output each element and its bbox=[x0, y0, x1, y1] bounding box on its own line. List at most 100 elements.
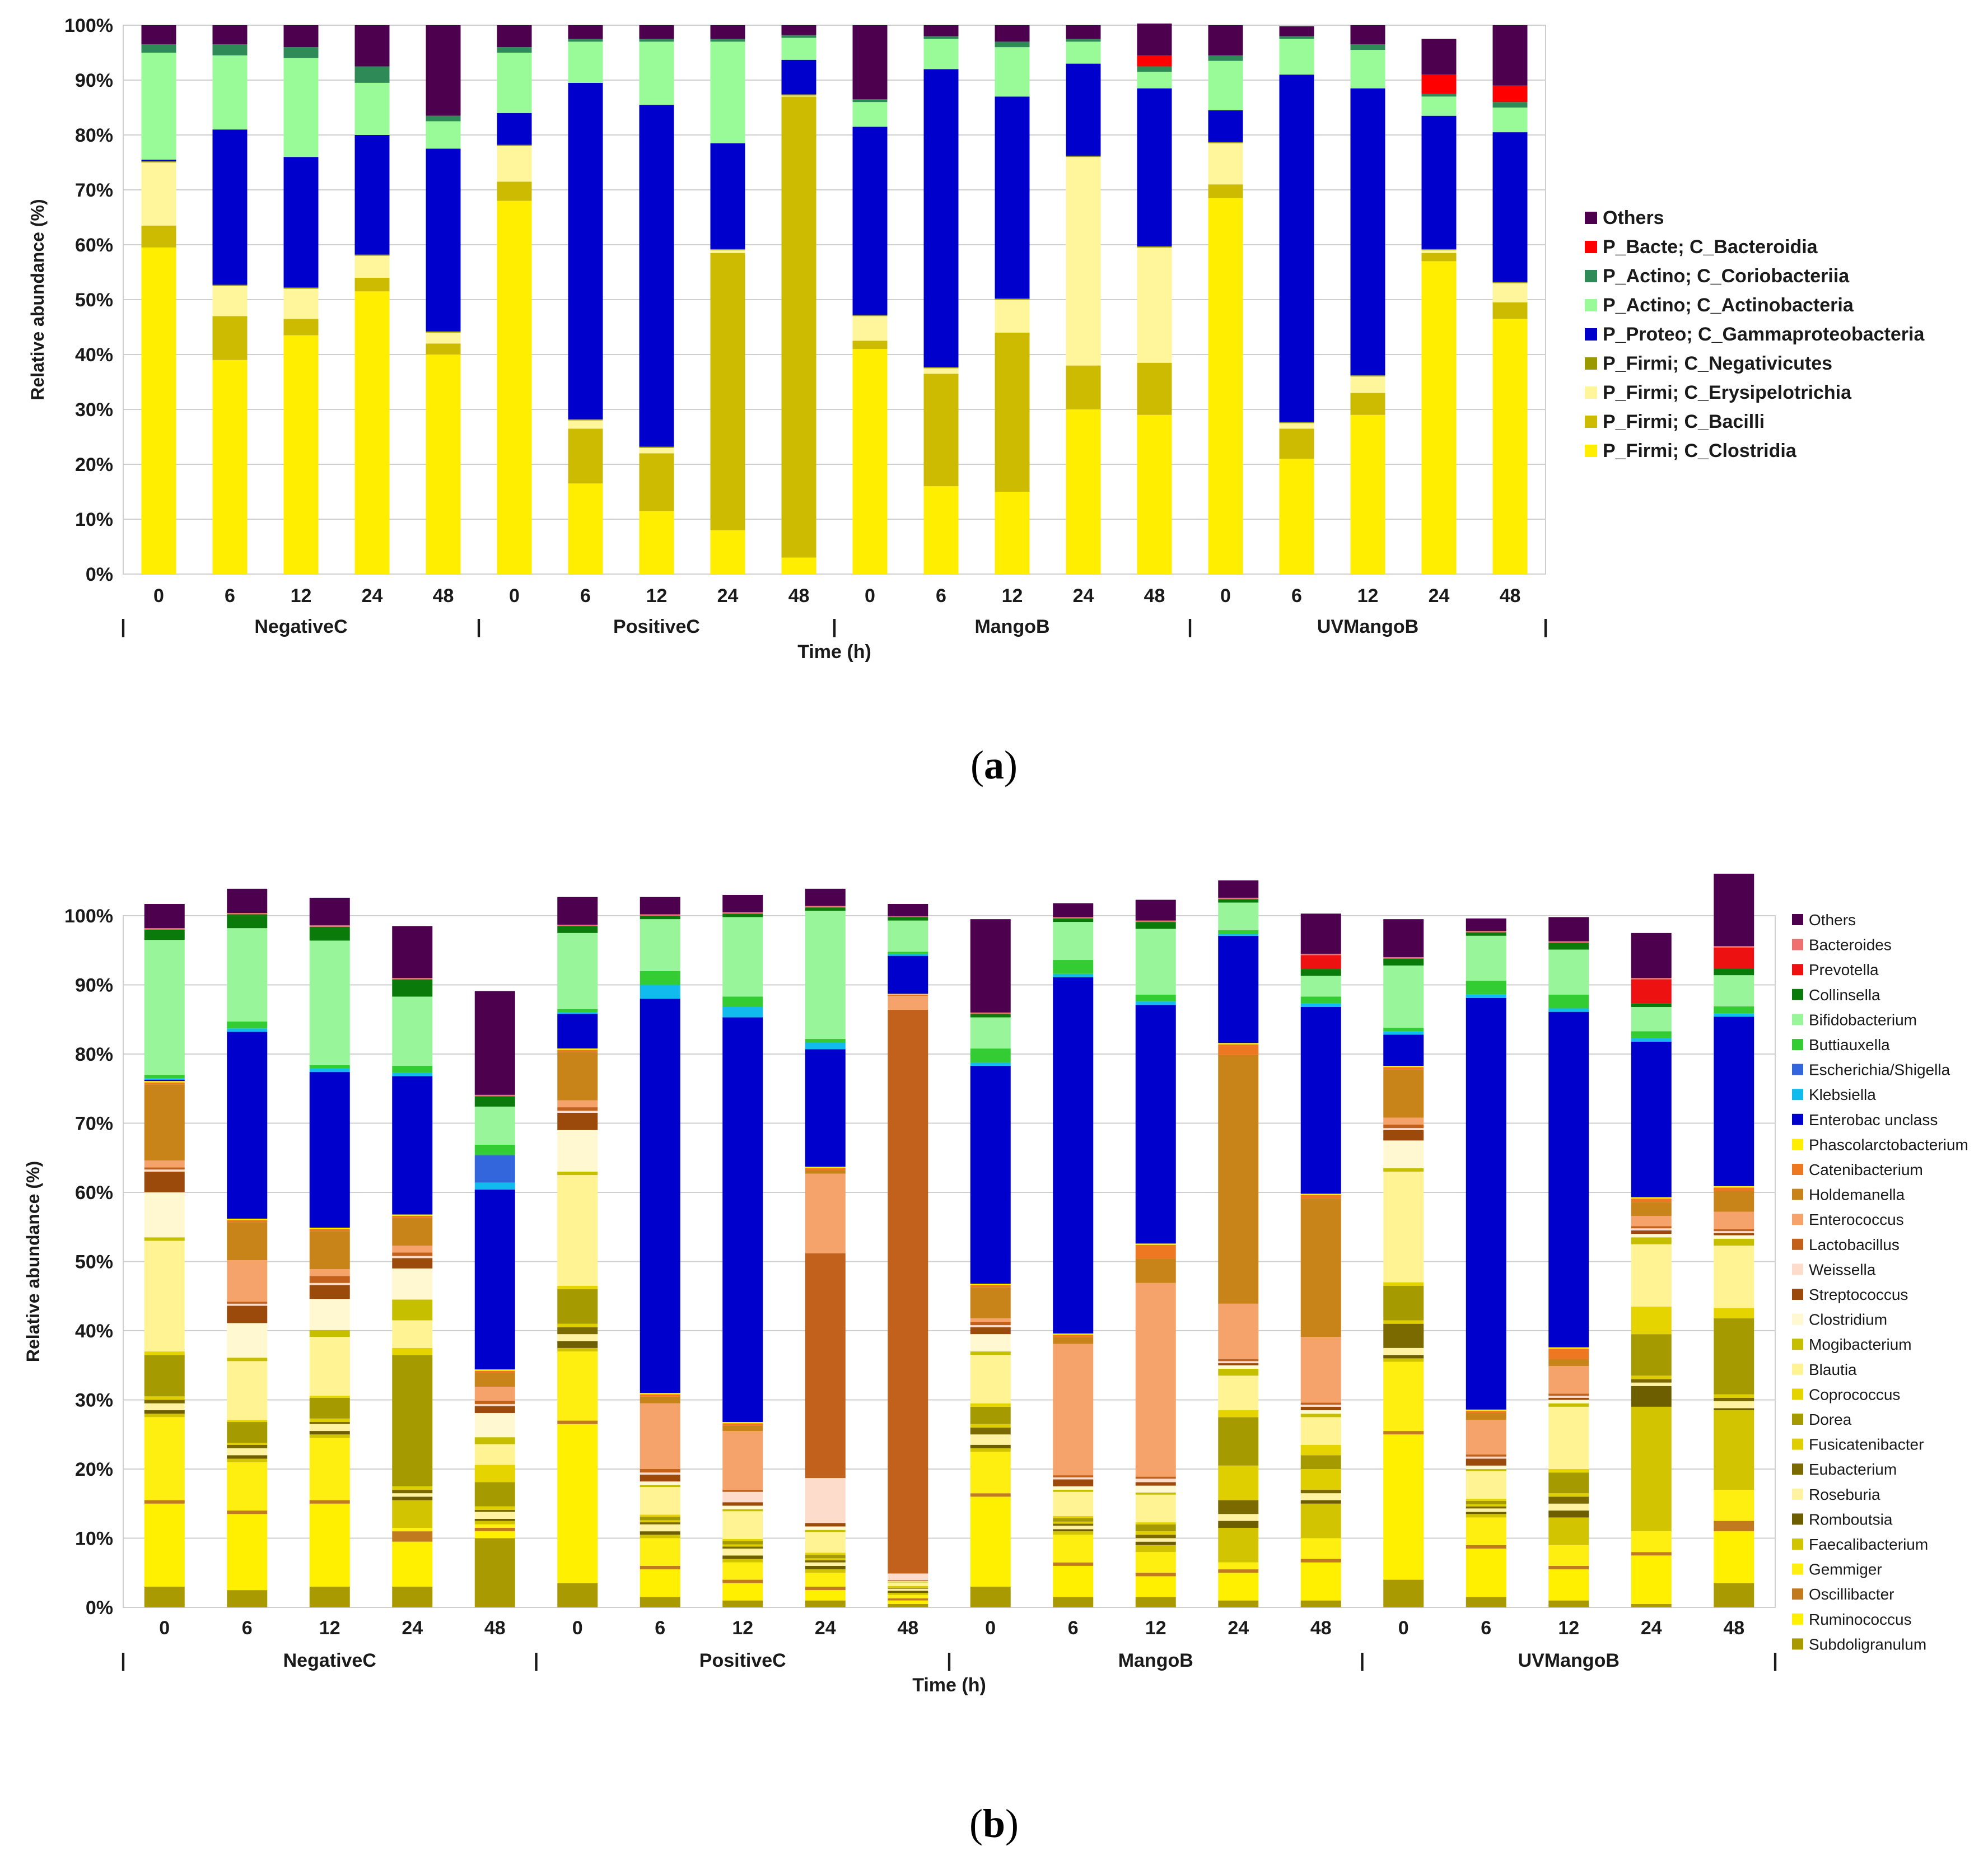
x-tick-label: 24 bbox=[1641, 1617, 1662, 1639]
legend-swatch bbox=[1792, 1313, 1803, 1325]
x-tick-label: 24 bbox=[815, 1617, 836, 1639]
bar-segment-others bbox=[1492, 25, 1528, 86]
bar-segment-bacteroides bbox=[1218, 897, 1259, 899]
bar-segment-phascolarctobacterium bbox=[1135, 1243, 1176, 1245]
legend-label: Others bbox=[1603, 207, 1664, 229]
bar-segment-faecalibacterium bbox=[805, 1569, 846, 1573]
bar-segment-bacteroides bbox=[1300, 953, 1341, 955]
bar-segment-mogibacterium bbox=[144, 1237, 185, 1241]
bar-segment-others bbox=[1135, 899, 1176, 921]
bar-segment-oscillibacter bbox=[1548, 1565, 1589, 1570]
bar-segment-enterococcus bbox=[888, 996, 928, 1010]
bar-segment-phascolarctobacterium bbox=[640, 1393, 680, 1395]
bar-segment-eubacterium bbox=[805, 1560, 846, 1563]
bar-segment-ruminococcus bbox=[1466, 1549, 1506, 1597]
bar-segment-subdoligranulum bbox=[1218, 1600, 1259, 1607]
bar-segment-p-firmi-c-bacilli bbox=[1279, 428, 1314, 459]
bar-segment-p-proteo-c-gammaproteobacteria bbox=[212, 129, 248, 285]
bar-segment-romboutsia bbox=[888, 1591, 928, 1593]
group-separator: | bbox=[476, 616, 482, 637]
bar-segment-p-actino-c-actinobacteria bbox=[710, 41, 745, 143]
bar-segment-others bbox=[1421, 39, 1457, 75]
bar-segment-gemmiger bbox=[722, 1562, 763, 1580]
bar-segment-p-actino-c-actinobacteria bbox=[354, 82, 390, 135]
bar-segment-coprococcus bbox=[1135, 1522, 1176, 1524]
bar-stack bbox=[474, 991, 515, 1607]
bar-segment-clostridium bbox=[557, 1130, 598, 1172]
bar-segment-eubacterium bbox=[640, 1522, 680, 1524]
bar-segment-coprococcus bbox=[474, 1465, 515, 1482]
bar-segment-streptococcus bbox=[722, 1502, 763, 1506]
bar-segment-streptococcus bbox=[557, 1112, 598, 1130]
bar-segment-subdoligranulum bbox=[805, 1600, 846, 1607]
bar-segment-ruminococcus bbox=[805, 1590, 846, 1601]
bar-segment-fusicatenibacter bbox=[1300, 1469, 1341, 1490]
bar-segment-fusicatenibacter bbox=[888, 1587, 928, 1588]
legend-item: Subdoligranulum bbox=[1792, 1635, 1926, 1653]
bar-segment-clostridium bbox=[805, 1526, 846, 1530]
bar-segment-phascolarctobacterium bbox=[1218, 1043, 1259, 1045]
bar-segment-faecalibacterium bbox=[227, 1458, 268, 1462]
bar-segment-p-actino-c-coriobacteriia bbox=[141, 44, 176, 53]
bar-segment-bifidobacterium bbox=[1300, 976, 1341, 997]
bar-segment-others bbox=[1548, 917, 1589, 941]
bar-segment-enterobac-unclass bbox=[392, 1076, 433, 1215]
x-tick-label: 0 bbox=[572, 1617, 583, 1639]
bar-segment-p-proteo-c-gammaproteobacteria bbox=[497, 113, 532, 145]
bar-segment-buttiauxella bbox=[1300, 996, 1341, 1004]
bar-segment-bacteroides bbox=[1383, 957, 1424, 959]
bar-stack bbox=[1218, 880, 1259, 1607]
bar-segment-fusicatenibacter bbox=[1714, 1394, 1754, 1398]
bar-segment-others bbox=[781, 25, 816, 35]
bar-segment-p-firmi-c-clostridia bbox=[354, 291, 390, 574]
bar-segment-romboutsia bbox=[392, 1496, 433, 1500]
bar-segment-eubacterium bbox=[392, 1490, 433, 1494]
legend-label: Gemmiger bbox=[1809, 1561, 1882, 1578]
bar-segment-streptococcus bbox=[1714, 1233, 1754, 1235]
bar-segment-lactobacillus bbox=[1053, 1475, 1094, 1477]
bar-segment-lactobacillus bbox=[1300, 1402, 1341, 1405]
bar-segment-dorea bbox=[1631, 1334, 1672, 1376]
bar-segment-lactobacillus bbox=[1714, 1229, 1754, 1232]
x-tick-label: 6 bbox=[655, 1617, 665, 1639]
bar-segment-oscillibacter bbox=[1631, 1552, 1672, 1556]
bar-segment-gemmiger bbox=[557, 1351, 598, 1421]
legend-swatch bbox=[1792, 1363, 1803, 1375]
bar-segment-gemmiger bbox=[392, 1527, 433, 1532]
bar-segment-escherichia-shigella bbox=[474, 1155, 515, 1183]
legend-item: Bifidobacterium bbox=[1792, 1011, 1917, 1028]
bar-segment-holdemanella bbox=[557, 1052, 598, 1101]
bar-segment-subdoligranulum bbox=[970, 1586, 1011, 1607]
bar-segment-clostridium bbox=[1548, 1400, 1589, 1404]
bar-segment-subdoligranulum bbox=[722, 1600, 763, 1607]
bar-segment-p-actino-c-actinobacteria bbox=[781, 38, 816, 60]
legend-item: Escherichia/Shigella bbox=[1792, 1061, 1950, 1079]
bar-segment-bifidobacterium bbox=[1053, 922, 1094, 961]
bar-segment-p-firmi-c-erysipelotrichia bbox=[1137, 247, 1172, 363]
bar-segment-subdoligranulum bbox=[1466, 1597, 1506, 1607]
bar-segment-others bbox=[639, 25, 674, 39]
bar-segment-p-firmi-c-bacilli bbox=[354, 277, 390, 292]
x-tick-label: 24 bbox=[717, 585, 739, 607]
bar-stack bbox=[1279, 26, 1314, 574]
bar-segment-p-proteo-c-gammaproteobacteria bbox=[1066, 63, 1101, 156]
x-tick-label: 6 bbox=[580, 585, 591, 607]
bar-segment-p-firmi-c-negativicutes bbox=[1421, 249, 1457, 250]
y-tick-label: 80% bbox=[75, 1044, 113, 1065]
bar-segment-fusicatenibacter bbox=[1548, 1493, 1589, 1497]
x-tick-label: 12 bbox=[732, 1617, 753, 1639]
bar-segment-ruminococcus bbox=[1714, 1531, 1754, 1583]
legend-swatch bbox=[1792, 1513, 1803, 1525]
bar-segment-others bbox=[805, 888, 846, 906]
bar-segment-klebsiella bbox=[722, 1007, 763, 1018]
group-label: NegativeC bbox=[254, 616, 347, 637]
bar-segment-p-actino-c-coriobacteriia bbox=[1279, 36, 1314, 39]
group-separator: | bbox=[946, 1650, 952, 1671]
bar-segment-bifidobacterium bbox=[970, 1017, 1011, 1049]
group-label: UVMangoB bbox=[1518, 1650, 1620, 1671]
bar-segment-enterococcus bbox=[722, 1431, 763, 1490]
bar-segment-eubacterium bbox=[1548, 1496, 1589, 1504]
bar-segment-bifidobacterium bbox=[557, 932, 598, 1009]
bar-segment-dorea bbox=[144, 1355, 185, 1397]
x-tick-label: 48 bbox=[433, 585, 454, 607]
